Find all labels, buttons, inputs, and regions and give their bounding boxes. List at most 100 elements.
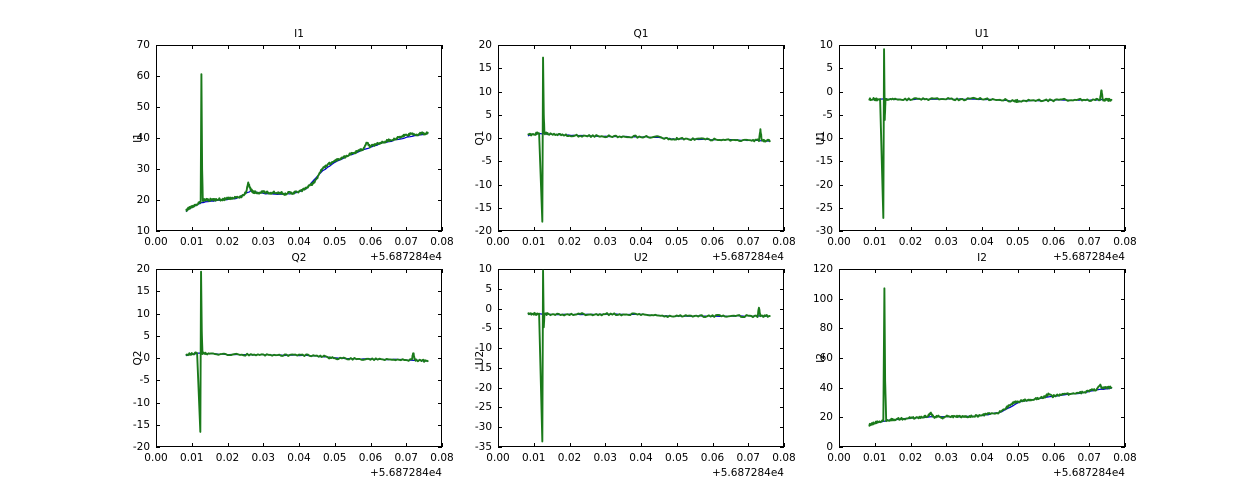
x-tick-mark	[370, 227, 372, 231]
y-tick-mark-right	[1121, 138, 1125, 139]
x-tick-mark	[1017, 443, 1019, 447]
y-tick-label: -20	[474, 381, 492, 394]
y-tick-label: 60	[136, 70, 150, 82]
y-tick-mark	[839, 298, 843, 300]
y-tick-label: 15	[136, 285, 150, 298]
y-tick-mark	[156, 231, 160, 232]
y-tick-mark-right	[780, 91, 784, 93]
x-tick-label: 0.03	[251, 452, 275, 464]
x-tick-mark	[748, 443, 750, 447]
y-tick-label: -5	[139, 374, 150, 387]
x-tick-mark-top	[839, 45, 840, 49]
y-tick-mark-right	[438, 447, 442, 448]
y-tick-label: 80	[819, 322, 833, 335]
x-tick-mark	[227, 443, 229, 447]
subplot-U2: U2 U2 +5.687284e4 0.00 0.01 0.02 0.03 0.04 0.05 0…	[474, 252, 796, 479]
x-tick-mark	[676, 443, 678, 447]
x-tick-mark	[299, 443, 300, 447]
x-tick-mark-top	[982, 45, 983, 49]
x-tick-mark	[263, 227, 265, 231]
x-tick-mark	[982, 443, 983, 447]
x-tick-label: 0.07	[1077, 236, 1101, 248]
y-tick-mark	[156, 335, 160, 337]
x-tick-mark-top	[1089, 269, 1091, 273]
x-tick-label: 0.07	[736, 236, 760, 248]
y-tick-label: -25	[474, 401, 492, 414]
x-tick-label: 0.06	[1041, 452, 1066, 464]
y-tick-label: 20	[136, 263, 150, 275]
x-tick-mark	[874, 227, 876, 231]
y-tick-label: -30	[474, 421, 492, 434]
x-tick-mark	[1125, 227, 1126, 231]
plot-lines	[839, 45, 1125, 231]
x-tick-mark	[784, 443, 785, 447]
y-tick-mark	[839, 358, 843, 359]
x-tick-label: 0.05	[323, 236, 347, 248]
y-tick-label: -10	[815, 132, 833, 144]
y-tick-mark	[156, 402, 160, 404]
y-tick-mark-right	[438, 380, 442, 382]
x-axis-offset-text: +5.687284e4	[369, 251, 442, 263]
y-tick-label: 20	[136, 194, 150, 206]
x-tick-label: 0.06	[358, 452, 383, 464]
y-tick-label: -20	[815, 178, 833, 191]
y-tick-mark	[498, 68, 502, 70]
x-tick-mark-top	[946, 45, 948, 49]
x-tick-label: 0.05	[665, 452, 689, 464]
x-tick-label: 0.00	[827, 236, 851, 248]
x-tick-mark	[784, 227, 785, 231]
y-tick-mark-right	[438, 169, 442, 170]
y-tick-label: 50	[136, 101, 150, 113]
y-tick-label: -15	[132, 418, 150, 431]
x-tick-mark	[533, 443, 535, 447]
y-tick-label: -10	[132, 396, 150, 409]
x-tick-label: 0.04	[970, 452, 994, 464]
x-tick-label: 0.06	[358, 236, 383, 248]
x-tick-mark-top	[784, 45, 785, 49]
x-tick-mark	[334, 227, 336, 231]
y-tick-mark	[839, 161, 843, 163]
y-tick-mark-right	[1121, 298, 1125, 300]
y-tick-mark-right	[780, 45, 784, 46]
x-tick-mark-top	[263, 45, 265, 49]
y-tick-label: 10	[136, 307, 150, 320]
y-tick-mark-right	[438, 76, 442, 77]
x-tick-label: 0.04	[629, 452, 653, 464]
x-tick-mark	[641, 443, 642, 447]
x-tick-label: 0.07	[736, 452, 760, 464]
x-tick-label: 0.00	[486, 236, 510, 248]
y-tick-mark-right	[780, 138, 784, 139]
x-tick-mark-top	[227, 45, 229, 49]
y-tick-mark	[839, 231, 843, 232]
x-tick-mark-top	[406, 269, 408, 273]
y-tick-mark-right	[438, 424, 442, 426]
y-tick-label: 40	[819, 381, 833, 394]
y-tick-label: 0	[485, 132, 492, 144]
y-tick-mark	[498, 367, 502, 369]
y-tick-mark	[839, 138, 843, 139]
y-tick-mark	[156, 138, 160, 139]
x-tick-mark	[839, 443, 840, 447]
y-tick-mark-right	[1121, 231, 1125, 232]
y-tick-label: 30	[136, 163, 150, 175]
x-tick-mark	[334, 443, 336, 447]
y-tick-mark	[498, 184, 502, 186]
y-tick-mark-right	[780, 308, 784, 310]
x-tick-mark-top	[910, 269, 912, 273]
y-tick-mark	[156, 45, 160, 46]
y-tick-mark	[498, 231, 502, 232]
y-tick-mark	[156, 447, 160, 448]
x-tick-mark-top	[442, 269, 443, 273]
x-axis-offset-text: +5.687284e4	[1052, 467, 1125, 479]
x-tick-mark-top	[712, 269, 714, 273]
y-tick-mark	[498, 427, 502, 429]
y-tick-label: -25	[815, 201, 833, 214]
x-tick-mark-top	[1053, 269, 1055, 273]
plot-title: U2	[633, 252, 649, 264]
y-tick-mark	[839, 45, 843, 46]
y-tick-mark	[839, 417, 843, 419]
x-tick-mark	[605, 227, 607, 231]
y-tick-mark	[156, 269, 160, 270]
x-tick-mark-top	[605, 45, 607, 49]
